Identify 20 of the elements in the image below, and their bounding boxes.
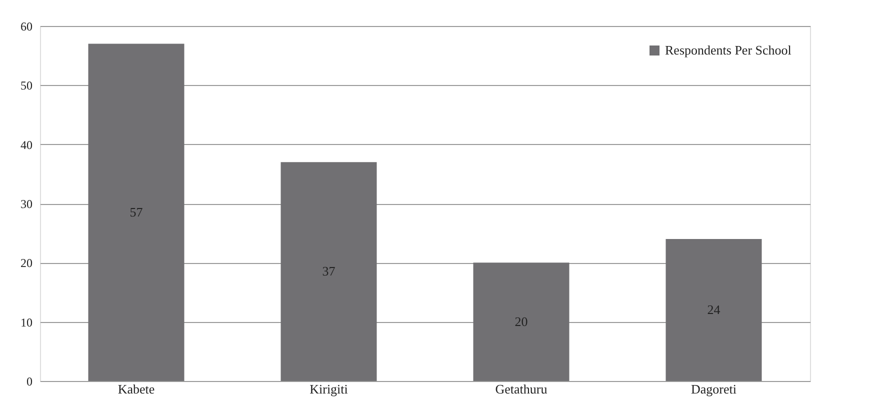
y-tick-label: 10 <box>20 315 32 330</box>
y-tick-label: 20 <box>20 256 32 270</box>
x-tick-label: Getathuru <box>495 382 548 396</box>
bar <box>88 44 184 381</box>
legend-label: Respondents Per School <box>665 42 792 58</box>
y-tick-label: 30 <box>20 197 32 211</box>
x-tick-label: Dagoreti <box>691 382 737 396</box>
data-label: 20 <box>514 314 528 329</box>
data-label: 37 <box>322 264 336 279</box>
bar <box>280 162 377 381</box>
y-tick-label: 50 <box>20 78 32 93</box>
bar <box>666 239 762 381</box>
x-tick-label: Kirigiti <box>310 382 348 396</box>
bar <box>473 262 570 381</box>
data-label: 24 <box>707 302 721 317</box>
y-tick-label: 0 <box>26 374 32 388</box>
y-tick-label: 40 <box>20 138 32 152</box>
x-tick-label: Kabete <box>118 382 155 396</box>
y-tick-label: 60 <box>20 20 32 34</box>
data-label: 57 <box>130 204 144 220</box>
